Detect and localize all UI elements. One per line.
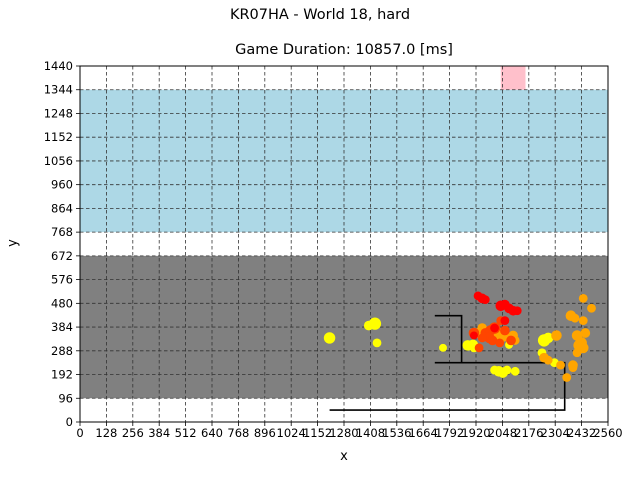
- data-point: [578, 293, 588, 303]
- data-point: [500, 316, 510, 326]
- data-point: [578, 316, 588, 326]
- y-tick-label: 96: [58, 391, 73, 405]
- data-point: [568, 363, 578, 373]
- x-tick-label: 512: [175, 426, 197, 440]
- y-tick-label: 960: [51, 178, 73, 192]
- data-point: [439, 343, 447, 352]
- x-axis-label: x: [340, 449, 348, 464]
- x-tick-label: 768: [227, 426, 249, 440]
- data-point: [510, 366, 520, 376]
- data-point: [572, 348, 582, 358]
- data-point: [372, 338, 382, 348]
- data-point: [543, 355, 553, 365]
- data-point: [477, 333, 487, 343]
- x-tick-label: 1664: [409, 426, 438, 440]
- x-axis-ticks: 0 128 256 384 512 640 768 896 102411521280140815…: [76, 422, 623, 440]
- x-tick-label: 1408: [356, 426, 385, 440]
- x-tick-label: 2560: [593, 426, 622, 440]
- x-tick-label: 1920: [461, 426, 490, 440]
- y-tick-label: 1056: [44, 154, 73, 168]
- x-tick-label: 896: [254, 426, 276, 440]
- data-point: [490, 323, 499, 333]
- data-point: [551, 330, 562, 341]
- y-tick-label: 1440: [44, 59, 73, 73]
- x-tick-label: 1280: [329, 426, 358, 440]
- x-tick-label: 1152: [303, 426, 332, 440]
- data-point: [542, 332, 554, 344]
- data-point: [495, 338, 505, 348]
- data-point: [368, 317, 382, 330]
- y-tick-label: 864: [51, 201, 73, 215]
- data-point: [587, 303, 596, 313]
- x-tick-label: 2048: [488, 426, 517, 440]
- black-path-inner: [434, 314, 463, 363]
- data-point: [506, 335, 516, 346]
- x-tick-label: 1024: [277, 426, 306, 440]
- data-point: [570, 313, 580, 323]
- x-tick-label: 0: [76, 426, 83, 440]
- x-tick-label: 640: [201, 426, 223, 440]
- pink-box: [500, 66, 526, 90]
- x-tick-label: 2432: [567, 426, 596, 440]
- x-tick-label: 1792: [435, 426, 464, 440]
- y-tick-label: 576: [51, 273, 73, 287]
- data-point: [474, 343, 484, 353]
- y-tick-label: 768: [51, 225, 73, 239]
- y-tick-label: 288: [51, 344, 73, 358]
- data-point: [580, 328, 591, 338]
- y-axis-ticks: 0 96 192 288 384 480 576 672 768 864 960 1056 1152 12…: [44, 59, 80, 429]
- x-tick-label: 1536: [382, 426, 411, 440]
- paths-layer: [329, 314, 566, 411]
- data-point: [323, 332, 336, 344]
- y-tick-label: 1344: [44, 83, 73, 97]
- data-point: [502, 365, 512, 375]
- points-layer: [323, 291, 596, 382]
- y-tick-label: 384: [51, 320, 73, 334]
- y-tick-label: 672: [51, 249, 73, 263]
- x-tick-label: 2304: [541, 426, 570, 440]
- y-tick-label: 1248: [44, 106, 73, 120]
- x-tick-label: 256: [122, 426, 144, 440]
- data-point: [500, 325, 510, 336]
- x-tick-label: 128: [95, 426, 117, 440]
- data-point: [512, 306, 522, 316]
- data-point: [480, 295, 490, 305]
- y-tick-label: 1152: [44, 130, 73, 144]
- y-tick-label: 0: [66, 415, 73, 429]
- x-tick-label: 2176: [514, 426, 543, 440]
- x-tick-label: 384: [148, 426, 170, 440]
- data-point: [556, 360, 565, 370]
- y-axis-label: y: [5, 239, 21, 247]
- data-point: [487, 335, 498, 346]
- data-point: [469, 331, 478, 340]
- y-tick-label: 192: [51, 368, 73, 382]
- figure-title: KR07HA - World 18, hard: [229, 7, 411, 23]
- y-tick-label: 480: [51, 296, 73, 310]
- data-point: [562, 373, 572, 382]
- plot-title: Game Duration: 10857.0 [ms]: [235, 42, 453, 58]
- black-path-outer: [329, 361, 566, 411]
